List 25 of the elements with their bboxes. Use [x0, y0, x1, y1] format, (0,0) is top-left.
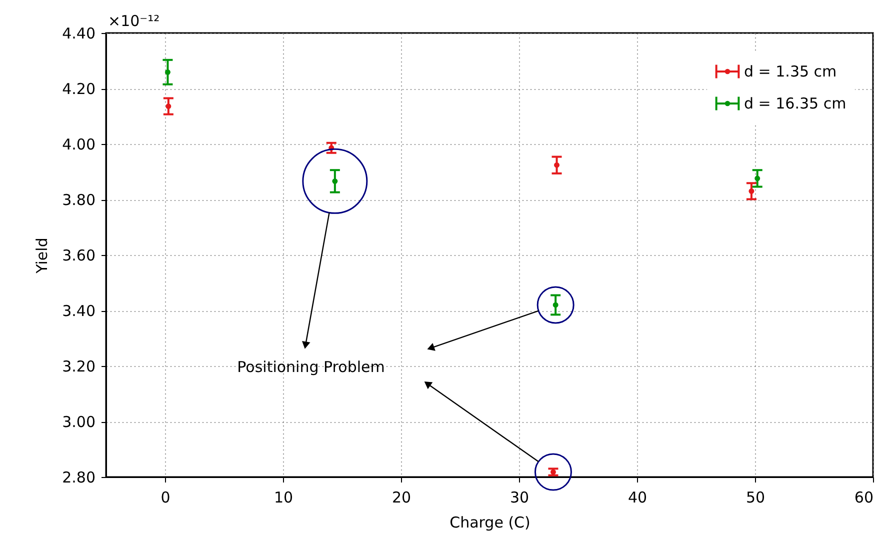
x-tick-label: 20: [392, 488, 412, 506]
y-tick-label: 4.00: [62, 136, 96, 154]
x-tick-label: 10: [274, 488, 294, 506]
y-axis-title: Yield: [33, 238, 52, 274]
legend-label: d = 1.35 cm: [744, 62, 837, 80]
point: [748, 188, 754, 194]
y-tick-label: 4.20: [62, 80, 96, 98]
x-tick-label: 60: [854, 488, 874, 506]
annotation: Positioning Problem: [237, 358, 385, 376]
x-axis-title: Charge (C): [450, 514, 530, 532]
x-tick-label: 50: [746, 488, 766, 506]
x-tick-label: 0: [160, 488, 170, 506]
y-tick-label: 3.60: [62, 246, 96, 264]
legend-label: d = 16.35 cm: [744, 94, 846, 112]
y-tick-label: 3.40: [62, 302, 96, 320]
point: [166, 104, 172, 109]
y-tick-label: 2.80: [62, 468, 96, 486]
y-tick-label: 3.00: [62, 413, 96, 431]
text: ×10⁻¹²: [108, 12, 160, 30]
y-tick-label: 3.20: [62, 358, 96, 376]
x-tick-label: 30: [510, 488, 530, 506]
y-tick-label: 4.40: [62, 24, 96, 42]
x-tick-label: 40: [628, 488, 648, 506]
y-tick-label: 3.80: [62, 191, 96, 209]
point: [554, 162, 560, 168]
